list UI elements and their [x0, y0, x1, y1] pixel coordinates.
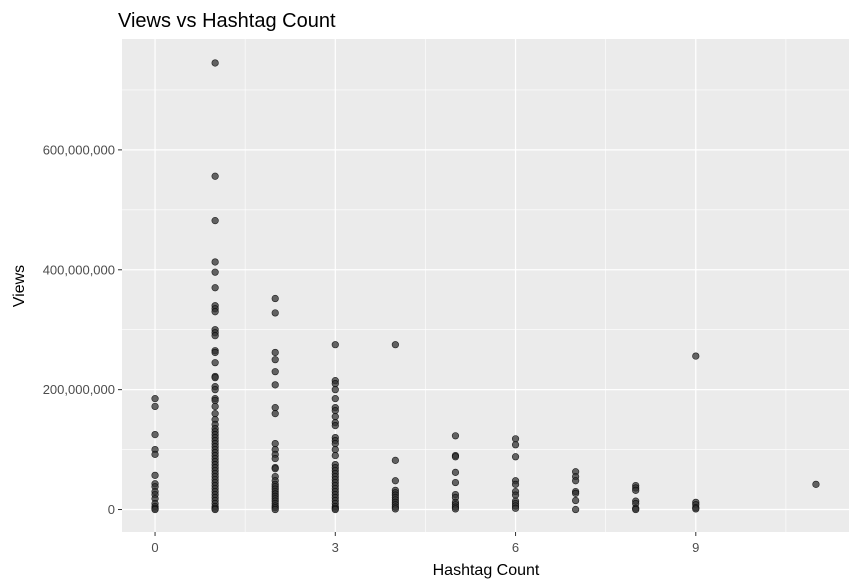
data-point [511, 441, 520, 449]
x-tick-label: 9 [692, 540, 699, 555]
data-point [151, 395, 159, 403]
data-point [211, 348, 219, 357]
data-point [451, 432, 460, 440]
data-point [211, 284, 219, 292]
x-tick-label: 0 [151, 540, 158, 555]
data-point [271, 439, 279, 448]
data-point [151, 471, 159, 479]
data-point [391, 477, 399, 485]
data-point [211, 374, 219, 382]
data-point [511, 453, 520, 461]
y-tick-label: 200,000,000 [43, 382, 115, 397]
data-point [271, 309, 279, 317]
data-point [151, 505, 159, 514]
data-point [271, 454, 279, 463]
data-point [331, 439, 339, 448]
data-point [572, 496, 580, 505]
data-point [271, 356, 279, 364]
chart-title: Views vs Hashtag Count [118, 10, 336, 32]
data-points [151, 59, 820, 514]
x-axis: 0 3 6 9 [151, 532, 699, 555]
data-point [271, 410, 279, 418]
data-point [692, 505, 700, 513]
data-point [511, 504, 520, 512]
data-point [271, 381, 279, 389]
y-tick-label: 400,000,000 [43, 262, 115, 277]
data-point [692, 352, 700, 360]
data-point [451, 453, 460, 461]
data-point [451, 468, 460, 476]
data-point [211, 268, 219, 276]
data-point [511, 491, 520, 499]
x-axis-title: Hashtag Count [433, 562, 540, 579]
data-point [632, 486, 640, 494]
data-point [211, 410, 219, 418]
plot-panel [122, 39, 849, 532]
data-point [211, 332, 219, 340]
y-axis-title: Views [11, 265, 28, 307]
data-point [391, 456, 399, 464]
data-point [211, 396, 219, 405]
data-point [812, 480, 820, 488]
data-point [331, 413, 339, 421]
data-point [151, 402, 159, 411]
data-point [572, 505, 580, 514]
data-point [572, 489, 580, 497]
data-point [331, 422, 339, 430]
data-point [271, 465, 279, 473]
data-point [151, 430, 159, 439]
data-point [451, 505, 460, 513]
data-point [331, 445, 339, 454]
data-point [211, 59, 219, 67]
data-point [331, 386, 339, 394]
data-point [271, 368, 279, 376]
data-point [632, 505, 640, 514]
data-point [211, 386, 219, 394]
data-point [331, 407, 339, 415]
y-tick-label: 0 [108, 502, 115, 517]
data-point [391, 341, 399, 349]
data-point [211, 359, 219, 367]
x-tick-label: 3 [332, 540, 339, 555]
data-point [331, 395, 339, 403]
data-point [511, 480, 520, 488]
data-point [511, 435, 520, 443]
x-tick-label: 6 [512, 540, 519, 555]
data-point [271, 404, 279, 412]
data-point [572, 477, 580, 485]
data-point [211, 308, 219, 316]
data-point [331, 341, 339, 349]
data-point [211, 258, 219, 266]
y-axis: 0 200,000,000 400,000,000 600,000,000 [43, 142, 122, 517]
data-point [211, 172, 219, 180]
data-point [211, 505, 219, 514]
data-point [331, 380, 339, 388]
data-point [451, 478, 460, 487]
data-point [271, 294, 279, 303]
data-point [211, 217, 219, 225]
y-tick-label: 600,000,000 [43, 142, 115, 157]
data-point [331, 451, 339, 460]
data-point [151, 450, 159, 458]
data-point [211, 402, 219, 411]
data-point [271, 505, 279, 514]
data-point [271, 348, 279, 357]
data-point [331, 505, 339, 514]
data-point [391, 505, 399, 513]
